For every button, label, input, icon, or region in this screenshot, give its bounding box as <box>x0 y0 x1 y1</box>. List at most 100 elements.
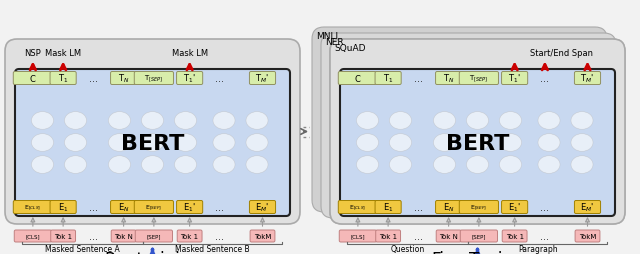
Ellipse shape <box>109 134 131 152</box>
Text: Masked Sentence B: Masked Sentence B <box>175 245 250 253</box>
Text: BERT: BERT <box>446 133 509 153</box>
FancyBboxPatch shape <box>50 201 76 214</box>
Ellipse shape <box>109 112 131 130</box>
Ellipse shape <box>246 112 268 130</box>
Ellipse shape <box>571 134 593 152</box>
Text: T$_1$: T$_1$ <box>58 72 68 85</box>
Text: E$_1$': E$_1$' <box>508 201 521 213</box>
FancyBboxPatch shape <box>111 201 137 214</box>
FancyBboxPatch shape <box>312 28 607 212</box>
Text: ...: ... <box>216 202 225 212</box>
Text: C: C <box>30 74 36 83</box>
Text: Mask LM: Mask LM <box>45 49 81 58</box>
FancyBboxPatch shape <box>51 230 76 242</box>
Ellipse shape <box>467 112 488 130</box>
Text: ...: ... <box>89 202 98 212</box>
FancyBboxPatch shape <box>134 72 173 85</box>
Ellipse shape <box>175 134 196 152</box>
FancyBboxPatch shape <box>14 230 51 242</box>
Text: T$_1$': T$_1$' <box>508 72 521 85</box>
Text: Fine-Tuning: Fine-Tuning <box>431 250 524 254</box>
Text: Question Answer Pair: Question Answer Pair <box>436 253 518 254</box>
Ellipse shape <box>356 156 378 174</box>
Ellipse shape <box>571 156 593 174</box>
Ellipse shape <box>571 112 593 130</box>
Text: Tok 1: Tok 1 <box>180 233 198 239</box>
Ellipse shape <box>538 112 560 130</box>
FancyBboxPatch shape <box>436 72 461 85</box>
Text: E$_{[CLS]}$: E$_{[CLS]}$ <box>24 202 42 212</box>
Text: Question: Question <box>390 245 425 253</box>
Text: Unlabeled Sentence A and B Pair: Unlabeled Sentence A and B Pair <box>90 253 215 254</box>
Text: E$_N$: E$_N$ <box>118 201 129 213</box>
Text: E$_M$': E$_M$' <box>255 201 269 213</box>
Text: ...: ... <box>414 202 423 212</box>
Text: E$_1$: E$_1$ <box>383 201 394 213</box>
Ellipse shape <box>31 112 54 130</box>
FancyBboxPatch shape <box>375 72 401 85</box>
Ellipse shape <box>356 112 378 130</box>
Text: E$_1$: E$_1$ <box>58 201 68 213</box>
Text: T$_1$: T$_1$ <box>383 72 394 85</box>
Ellipse shape <box>467 156 488 174</box>
Text: E$_N$: E$_N$ <box>443 201 454 213</box>
Ellipse shape <box>213 134 235 152</box>
Text: E$_M$': E$_M$' <box>580 201 595 213</box>
Text: C: C <box>355 74 361 83</box>
FancyBboxPatch shape <box>13 201 52 214</box>
FancyBboxPatch shape <box>502 72 528 85</box>
FancyBboxPatch shape <box>135 230 173 242</box>
Ellipse shape <box>246 134 268 152</box>
Text: [SEP]: [SEP] <box>147 234 161 239</box>
Ellipse shape <box>65 112 86 130</box>
Ellipse shape <box>141 156 163 174</box>
Ellipse shape <box>141 112 163 130</box>
Text: Tok 1: Tok 1 <box>506 233 524 239</box>
Text: TokM: TokM <box>254 233 271 239</box>
Text: T$_1$': T$_1$' <box>183 72 196 85</box>
Ellipse shape <box>499 156 522 174</box>
Text: NER: NER <box>325 38 344 47</box>
Text: [CLS]: [CLS] <box>351 234 365 239</box>
Text: Tok 1: Tok 1 <box>379 233 397 239</box>
Text: E$_{[SEP]}$: E$_{[SEP]}$ <box>145 202 163 212</box>
Ellipse shape <box>175 156 196 174</box>
Ellipse shape <box>499 112 522 130</box>
FancyBboxPatch shape <box>111 230 136 242</box>
FancyBboxPatch shape <box>575 72 600 85</box>
Text: E$_{[SEP]}$: E$_{[SEP]}$ <box>470 202 488 212</box>
FancyBboxPatch shape <box>502 230 527 242</box>
Ellipse shape <box>175 112 196 130</box>
FancyBboxPatch shape <box>13 72 52 85</box>
Ellipse shape <box>499 134 522 152</box>
FancyBboxPatch shape <box>177 230 202 242</box>
Text: Start/End Span: Start/End Span <box>529 48 593 57</box>
Ellipse shape <box>390 156 412 174</box>
Text: ...: ... <box>89 74 98 84</box>
Ellipse shape <box>31 156 54 174</box>
FancyBboxPatch shape <box>502 201 528 214</box>
Ellipse shape <box>390 134 412 152</box>
Text: Masked Sentence A: Masked Sentence A <box>45 245 120 253</box>
Text: Tok 1: Tok 1 <box>54 233 72 239</box>
FancyBboxPatch shape <box>250 72 276 85</box>
Text: ...: ... <box>540 74 549 84</box>
Text: T$_M$': T$_M$' <box>255 72 269 85</box>
Text: ...: ... <box>216 74 225 84</box>
Text: E$_1$': E$_1$' <box>183 201 196 213</box>
Text: Mask LM: Mask LM <box>172 49 208 58</box>
Ellipse shape <box>31 134 54 152</box>
Text: T$_{[SEP]}$: T$_{[SEP]}$ <box>469 74 488 84</box>
FancyBboxPatch shape <box>460 201 499 214</box>
Text: ...: ... <box>414 74 423 84</box>
Ellipse shape <box>356 134 378 152</box>
FancyBboxPatch shape <box>250 230 275 242</box>
FancyBboxPatch shape <box>330 40 625 224</box>
FancyBboxPatch shape <box>50 72 76 85</box>
FancyBboxPatch shape <box>376 230 401 242</box>
Ellipse shape <box>65 134 86 152</box>
Text: Tok N: Tok N <box>114 233 133 239</box>
Ellipse shape <box>213 112 235 130</box>
FancyBboxPatch shape <box>375 201 401 214</box>
Ellipse shape <box>467 134 488 152</box>
